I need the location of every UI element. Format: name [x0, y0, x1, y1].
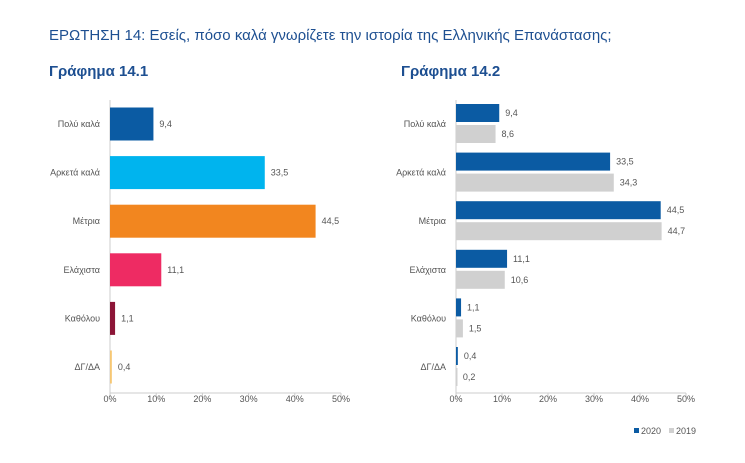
chart2-data-label: 0,2: [463, 372, 476, 382]
chart1-x-tick-label: 10%: [147, 394, 165, 404]
chart2-category-label: ΔΓ/ΔΑ: [421, 362, 446, 372]
chart1-category-label: Πολύ καλά: [58, 119, 100, 129]
chart2-data-label: 9,4: [505, 108, 518, 118]
chart2-data-label: 44,5: [667, 205, 685, 215]
chart2-bar-2019: [456, 222, 662, 241]
chart1-data-label: 11,1: [167, 265, 184, 275]
chart1-x-tick-label: 40%: [286, 394, 304, 404]
chart2-title: Γράφημα 14.2: [401, 63, 501, 80]
chart2-bar-2020: [456, 201, 661, 220]
chart2-bar-2019: [456, 368, 458, 386]
chart2-data-label: 1,5: [469, 323, 482, 333]
chart2-x-tick-label: 10%: [493, 394, 511, 404]
chart1-x-tick-label: 50%: [332, 394, 350, 404]
chart2-category-label: Πολύ καλά: [404, 119, 446, 129]
chart1-category-label: Καθόλου: [65, 313, 100, 323]
chart1-data-label: 9,4: [159, 119, 172, 129]
chart1-category-label: Ελάχιστα: [64, 265, 100, 275]
legend-label-2020: 2020: [641, 426, 661, 436]
chart2-x-tick-label: 20%: [539, 394, 557, 404]
chart2-data-label: 10,6: [511, 275, 529, 285]
chart2-x-tick-label: 30%: [585, 394, 603, 404]
chart2-category-label: Αρκετά καλά: [396, 168, 446, 178]
chart2-bar-2020: [456, 347, 458, 365]
chart2-bar-2019: [456, 173, 614, 192]
chart2-bar-2020: [456, 249, 508, 268]
legend-label-2019: 2019: [676, 426, 696, 436]
chart2-category-label: Καθόλου: [411, 313, 446, 323]
legend-swatch-2019: [669, 428, 674, 433]
chart1-category-label: ΔΓ/ΔΑ: [75, 362, 100, 372]
legend-swatch-2020: [634, 428, 639, 433]
question-title: ΕΡΩΤΗΣΗ 14: Εσείς, πόσο καλά γνωρίζετε τ…: [49, 27, 612, 44]
chart2-bar-2020: [456, 152, 611, 171]
chart1-data-label: 0,4: [118, 362, 131, 372]
chart1-bar: [110, 156, 265, 190]
chart1-x-tick-label: 20%: [193, 394, 211, 404]
chart2-data-label: 8,6: [502, 129, 515, 139]
chart2-data-label: 44,7: [668, 226, 686, 236]
chart2-bar-2019: [456, 125, 496, 143]
chart1-data-label: 1,1: [121, 313, 134, 323]
chart2-x-tick-label: 50%: [677, 394, 695, 404]
chart2-data-label: 34,3: [620, 178, 638, 188]
chart2-x-tick-label: 0%: [449, 394, 462, 404]
chart2-bar-2020: [456, 298, 462, 317]
chart2-bar-2020: [456, 104, 500, 122]
chart1-bar: [110, 253, 162, 287]
chart2-category-label: Ελάχιστα: [410, 265, 446, 275]
chart2-category-label: Μέτρια: [419, 216, 446, 226]
chart1-category-label: Μέτρια: [73, 216, 100, 226]
chart2-data-label: 33,5: [616, 157, 634, 167]
chart1-bar: [110, 301, 116, 335]
chart2-x-tick-label: 40%: [631, 394, 649, 404]
chart2-bar-2019: [456, 270, 505, 289]
chart1-title: Γράφημα 14.1: [49, 63, 149, 80]
chart1-bar: [110, 107, 154, 141]
chart2-data-label: 1,1: [467, 302, 480, 312]
chart1-data-label: 44,5: [322, 216, 340, 226]
chart2-bar-2019: [456, 319, 463, 338]
chart1-data-label: 33,5: [271, 168, 289, 178]
chart1-x-tick-label: 30%: [240, 394, 258, 404]
chart1-bar: [110, 204, 316, 238]
chart2-data-label: 11,1: [513, 254, 530, 264]
chart1-x-tick-label: 0%: [103, 394, 116, 404]
chart1-category-label: Αρκετά καλά: [50, 168, 100, 178]
chart1-bar: [110, 350, 112, 384]
chart2-data-label: 0,4: [464, 351, 477, 361]
